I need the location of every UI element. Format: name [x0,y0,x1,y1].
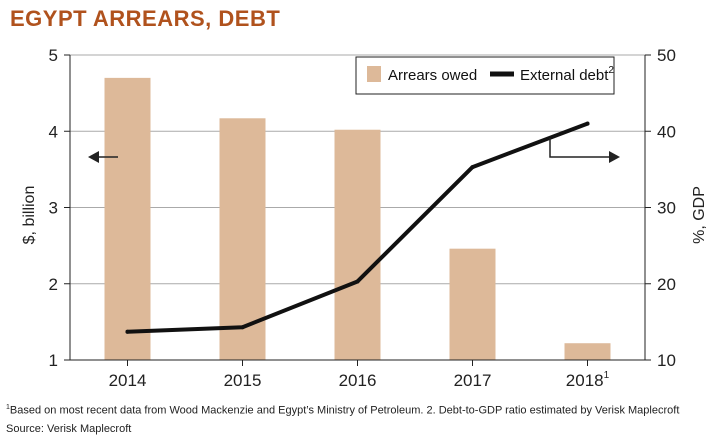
y-tick-label: 5 [49,46,58,65]
y-tick-label: 4 [49,122,58,141]
y2-tick-label: 20 [657,275,676,294]
external-debt-point-2014 [125,329,130,334]
external-debt-point-2016 [355,279,360,284]
bar-series [104,77,611,360]
x-tick-label: 2016 [339,371,377,390]
external-debt-point-2017 [470,165,475,170]
axes [64,54,651,366]
bar-2018 [564,343,611,360]
x-tick-label: 2014 [109,371,147,390]
right-axis-arrow-line [549,138,612,158]
legend-label-external-debt: External debt2 [520,65,614,84]
external-debt-point-2018 [585,121,590,126]
y-tick-label: 2 [49,275,58,294]
x-tick-label: 20181 [566,370,610,390]
y2-tick-label: 50 [657,46,676,65]
footnote: 1Based on most recent data from Wood Mac… [6,404,680,417]
axis-arrows [88,138,620,163]
bar-2015 [219,118,266,360]
y-tick-label: 1 [49,351,58,370]
tick-labels: 1 2 3 4 5 10 20 30 40 50 2014 2015 2016 2017 20181 [49,46,676,390]
y2-tick-label: 10 [657,351,676,370]
source-note: Source: Verisk Maplecroft [6,423,132,435]
bar-2017 [449,248,496,360]
line-series [125,121,590,334]
x-tick-label: 2017 [454,371,492,390]
bar-2014 [104,77,151,360]
chart-title: EGYPT ARREARS, DEBT [10,6,281,31]
legend: Arrears owed External debt2 [355,56,615,95]
legend-swatch-arrears [367,66,381,82]
right-axis-arrowhead [609,151,620,163]
y-axis-label: $, billion [21,186,38,245]
legend-label-arrears: Arrears owed [388,67,477,84]
x-tick-label: 2015 [224,371,262,390]
left-axis-arrowhead [88,151,99,163]
y2-tick-label: 30 [657,199,676,218]
external-debt-point-2015 [240,325,245,330]
y2-tick-label: 40 [657,122,676,141]
y-tick-label: 3 [49,199,58,218]
bar-2016 [334,129,381,360]
y2-axis-label: %, GDP [691,186,708,244]
